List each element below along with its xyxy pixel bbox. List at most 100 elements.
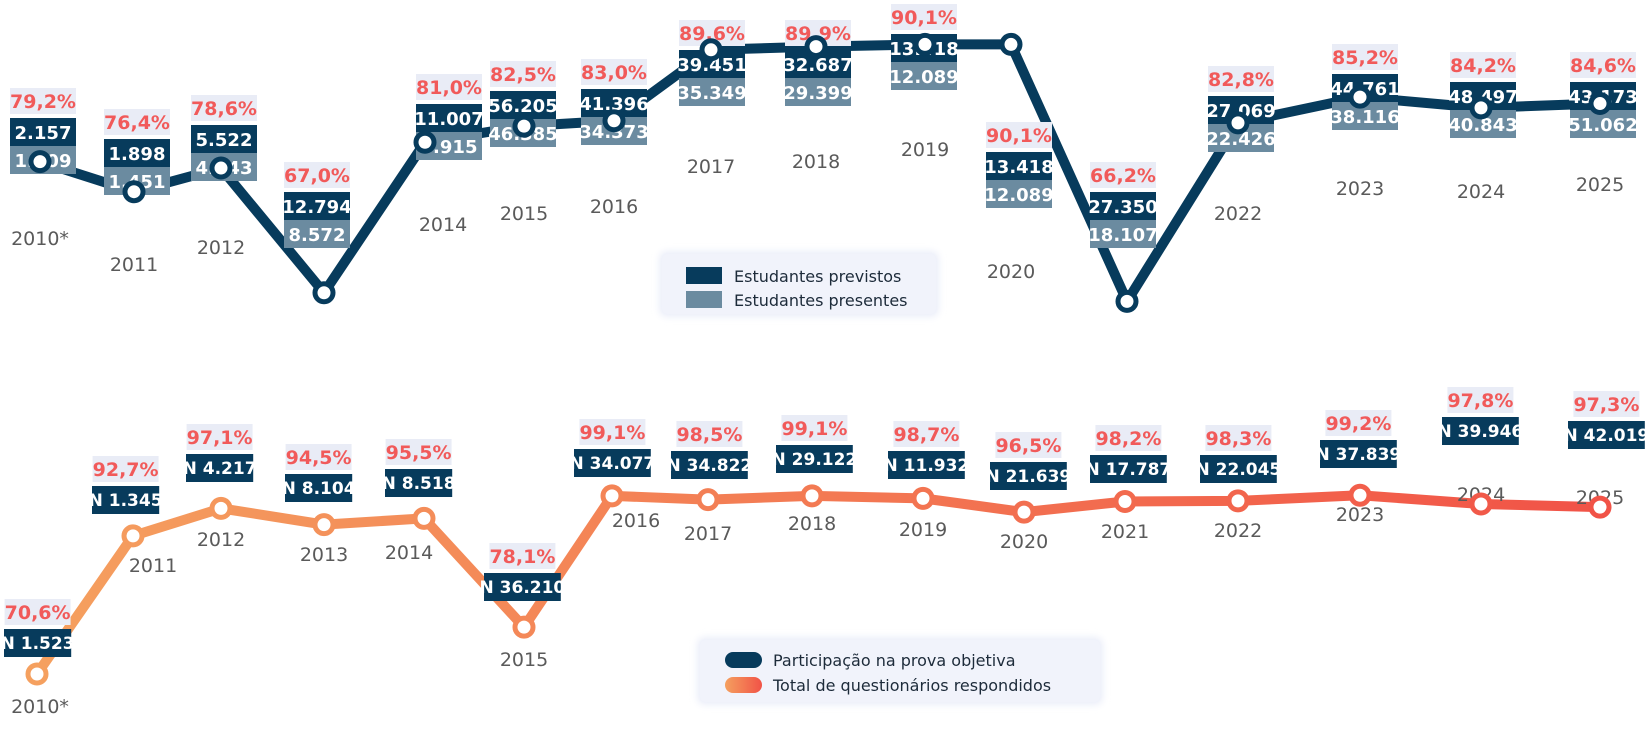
percent-label: 78,1% bbox=[489, 546, 555, 568]
pct-label-bg bbox=[891, 4, 957, 30]
data-point bbox=[512, 615, 536, 639]
percent-label: 97,8% bbox=[1447, 390, 1513, 412]
presentes-box bbox=[785, 78, 851, 106]
pct-label-bg bbox=[1332, 44, 1398, 70]
data-point bbox=[28, 150, 52, 174]
legend-label-objetiva: Participação na prova objetiva bbox=[773, 651, 1016, 670]
data-point bbox=[1115, 289, 1139, 313]
data-point bbox=[312, 513, 336, 537]
percent-label: 97,1% bbox=[187, 427, 253, 449]
data-point bbox=[1469, 492, 1493, 516]
percent-label: 99,1% bbox=[579, 422, 645, 444]
data-point bbox=[1226, 111, 1250, 135]
pct-label-bg bbox=[10, 88, 76, 114]
previstos-value: 32.687 bbox=[783, 55, 852, 76]
n-value: N 8.518 bbox=[382, 474, 456, 494]
data-point bbox=[512, 114, 536, 138]
year-label: 2010* bbox=[11, 696, 69, 718]
pct-label-bg bbox=[4, 599, 71, 625]
data-point bbox=[800, 484, 824, 508]
n-value: N 39.946 bbox=[1438, 422, 1524, 442]
previstos-box bbox=[104, 139, 170, 167]
n-value: N 42.019 bbox=[1564, 426, 1648, 446]
year-label: 2020 bbox=[987, 261, 1035, 283]
n-value: N 1.345 bbox=[89, 491, 163, 511]
year-label: 2023 bbox=[1336, 178, 1384, 200]
data-point bbox=[911, 486, 935, 510]
n-value: N 36.210 bbox=[480, 578, 566, 598]
presentes-value: 38.116 bbox=[1330, 107, 1399, 128]
pct-label-bg bbox=[284, 162, 350, 188]
pct-label-bg bbox=[1095, 425, 1162, 451]
presentes-box bbox=[891, 62, 957, 90]
legend-swatch-previstos bbox=[686, 267, 722, 284]
pct-label-bg bbox=[1205, 425, 1272, 451]
n-box bbox=[385, 469, 453, 497]
percent-label: 90,1% bbox=[891, 7, 957, 29]
percent-label: 98,2% bbox=[1095, 428, 1161, 450]
data-point bbox=[699, 38, 723, 62]
n-value: N 1.523 bbox=[1, 634, 75, 654]
data-point bbox=[209, 496, 233, 520]
year-label: 2018 bbox=[788, 513, 836, 535]
year-label: 2017 bbox=[687, 156, 735, 178]
previstos-value: 39.451 bbox=[677, 55, 746, 76]
pct-label-bg bbox=[1325, 410, 1392, 436]
percent-label: 89,6% bbox=[679, 23, 745, 45]
previstos-box bbox=[10, 118, 76, 146]
pct-label-bg bbox=[186, 424, 253, 450]
presentes-value: 12.089 bbox=[984, 185, 1053, 206]
n-value: N 22.045 bbox=[1196, 460, 1282, 480]
data-point bbox=[1588, 92, 1612, 116]
percent-label: 76,4% bbox=[104, 112, 170, 134]
top-series-line bbox=[35, 39, 1605, 307]
pct-label-bg bbox=[92, 456, 159, 482]
previstos-value: 2.157 bbox=[15, 123, 72, 144]
pct-label-bg bbox=[995, 432, 1062, 458]
pct-label-bg bbox=[781, 415, 848, 441]
presentes-box bbox=[679, 78, 745, 106]
n-value: N 11.932 bbox=[884, 456, 970, 476]
previstos-box bbox=[1090, 192, 1156, 220]
data-point bbox=[1226, 489, 1250, 513]
percent-label: 83,0% bbox=[581, 62, 647, 84]
n-value: N 34.077 bbox=[570, 454, 656, 474]
data-point bbox=[312, 281, 336, 305]
legend-swatch-objetiva bbox=[725, 652, 762, 668]
data-point bbox=[25, 662, 49, 686]
previstos-value: 27.069 bbox=[1206, 101, 1275, 122]
percent-label: 67,0% bbox=[284, 165, 350, 187]
presentes-value: 34.373 bbox=[579, 122, 648, 143]
pct-label-bg bbox=[385, 439, 452, 465]
year-label: 2014 bbox=[385, 542, 433, 564]
percent-label: 82,5% bbox=[490, 64, 556, 86]
previstos-box bbox=[416, 104, 482, 132]
legend-label-questionarios: Total de questionários respondidos bbox=[772, 676, 1051, 695]
year-label: 2020 bbox=[1000, 531, 1048, 553]
previstos-value: 5.522 bbox=[196, 130, 253, 151]
percent-label: 97,3% bbox=[1573, 394, 1639, 416]
previstos-box bbox=[191, 125, 257, 153]
percent-label: 70,6% bbox=[5, 602, 71, 624]
percent-label: 92,7% bbox=[93, 459, 159, 481]
n-box bbox=[285, 474, 353, 502]
year-label: 2011 bbox=[129, 555, 177, 577]
previstos-box bbox=[986, 152, 1052, 180]
previstos-value: 1.898 bbox=[109, 144, 166, 165]
data-point bbox=[913, 32, 937, 56]
presentes-value: 51.062 bbox=[1568, 115, 1637, 136]
legend-swatch-questionarios bbox=[725, 677, 762, 693]
previstos-value: 13.418 bbox=[984, 157, 1053, 178]
presentes-box bbox=[1090, 220, 1156, 248]
percent-label: 78,6% bbox=[191, 98, 257, 120]
year-label: 2019 bbox=[901, 139, 949, 161]
bottom-series-line bbox=[32, 490, 1605, 679]
percent-label: 81,0% bbox=[416, 77, 482, 99]
pct-label-bg bbox=[104, 109, 170, 135]
percent-label: 95,5% bbox=[386, 442, 452, 464]
pct-label-bg bbox=[1447, 387, 1514, 413]
n-box bbox=[186, 454, 254, 482]
n-box bbox=[776, 445, 853, 473]
presentes-value: 12.089 bbox=[889, 67, 958, 88]
n-box bbox=[1442, 417, 1519, 445]
